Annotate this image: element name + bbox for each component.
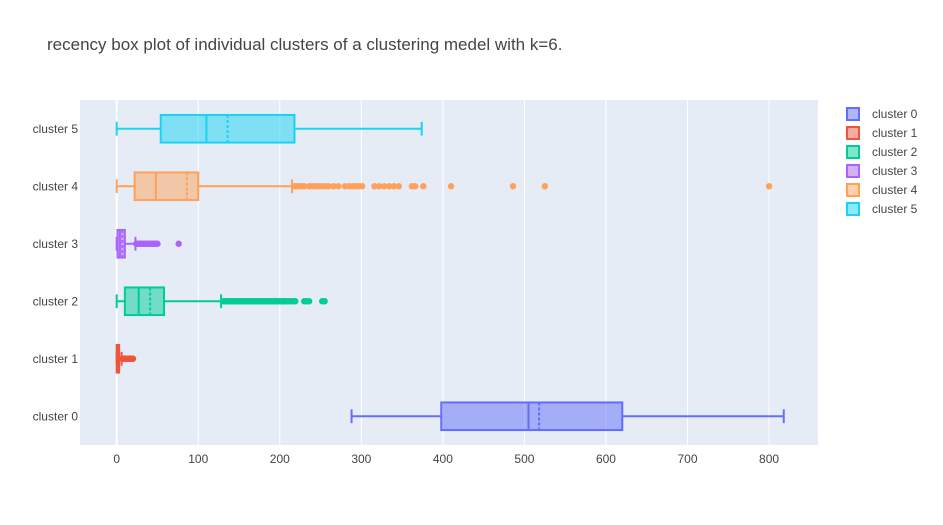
x-tick-label: 0 <box>113 452 120 466</box>
chart-title: recency box plot of individual clusters … <box>47 35 562 54</box>
legend-swatch <box>846 202 860 216</box>
legend-item-cluster-5[interactable]: cluster 5 <box>846 202 918 216</box>
box-cluster-1 <box>115 343 137 374</box>
legend-label: cluster 2 <box>872 145 918 159</box>
outlier-point <box>371 183 378 190</box>
legend[interactable]: cluster 0 cluster 1 cluster 2 cluster 3 clus… <box>846 107 918 216</box>
x-tick-label: 700 <box>678 452 698 466</box>
x-tick-label: 300 <box>351 452 371 466</box>
legend-swatch <box>846 145 860 159</box>
outlier-point <box>509 183 517 190</box>
outlier-point <box>411 183 419 190</box>
y-tick-label: cluster 2 <box>33 294 79 308</box>
outlier-point <box>385 183 393 190</box>
legend-label: cluster 3 <box>872 164 918 178</box>
legend-label: cluster 1 <box>872 126 918 140</box>
legend-item-cluster-3[interactable]: cluster 3 <box>846 164 918 178</box>
y-axis: cluster 0 cluster 1 cluster 2 cluster 3 clus… <box>33 122 79 424</box>
outlier-point <box>420 183 427 190</box>
x-tick-label: 800 <box>759 452 779 466</box>
outlier-point <box>376 183 383 190</box>
legend-label: cluster 5 <box>872 202 918 216</box>
outlier-point <box>129 355 137 362</box>
outlier-point <box>541 183 549 190</box>
x-tick-label: 500 <box>514 452 534 466</box>
box-cluster-3 <box>115 228 182 259</box>
outlier-point <box>395 183 403 190</box>
outlier-point <box>447 183 455 190</box>
boxes-layer <box>115 113 785 432</box>
outlier-point <box>358 183 366 190</box>
legend-swatch <box>846 126 860 140</box>
legend-swatch <box>846 183 860 197</box>
x-tick-label: 600 <box>596 452 616 466</box>
legend-label: cluster 0 <box>872 107 918 121</box>
legend-item-cluster-1[interactable]: cluster 1 <box>846 126 918 140</box>
box-cluster-2 <box>115 286 328 317</box>
outlier-point <box>175 240 182 247</box>
outlier-point <box>305 298 313 305</box>
legend-item-cluster-4[interactable]: cluster 4 <box>846 183 918 197</box>
legend-swatch <box>846 107 860 121</box>
outlier-point <box>330 183 337 190</box>
box-cluster-5 <box>115 113 423 144</box>
box-cluster-0 <box>350 401 785 432</box>
outlier-point <box>301 183 308 190</box>
legend-label: cluster 4 <box>872 183 918 197</box>
outlier-point <box>292 298 299 305</box>
iqr-box <box>159 113 296 144</box>
x-tick-label: 400 <box>433 452 453 466</box>
outlier-point <box>380 183 388 190</box>
iqr-box <box>116 228 126 259</box>
legend-item-cluster-0[interactable]: cluster 0 <box>846 107 918 121</box>
y-tick-label: cluster 4 <box>33 179 79 193</box>
legend-swatch <box>846 164 860 178</box>
box-cluster-4 <box>115 171 773 202</box>
outlier-point <box>325 183 332 190</box>
y-tick-label: cluster 0 <box>33 409 79 423</box>
y-tick-label: cluster 5 <box>33 122 79 136</box>
iqr-box <box>133 171 200 202</box>
outlier-point <box>390 183 398 190</box>
plot-area <box>80 100 818 445</box>
outlier-point <box>335 183 342 190</box>
y-tick-label: cluster 3 <box>33 237 79 251</box>
x-axis: 0 100 200 300 400 500 600 700 800 <box>113 452 779 466</box>
legend-item-cluster-2[interactable]: cluster 2 <box>846 145 918 159</box>
y-tick-label: cluster 1 <box>33 352 79 366</box>
x-tick-label: 200 <box>270 452 290 466</box>
outlier-point <box>154 240 161 247</box>
x-tick-label: 100 <box>188 452 208 466</box>
outlier-point <box>765 183 773 190</box>
outlier-point <box>321 298 328 305</box>
iqr-box <box>123 286 165 317</box>
iqr-box <box>440 401 624 432</box>
grid-lines <box>115 100 770 445</box>
